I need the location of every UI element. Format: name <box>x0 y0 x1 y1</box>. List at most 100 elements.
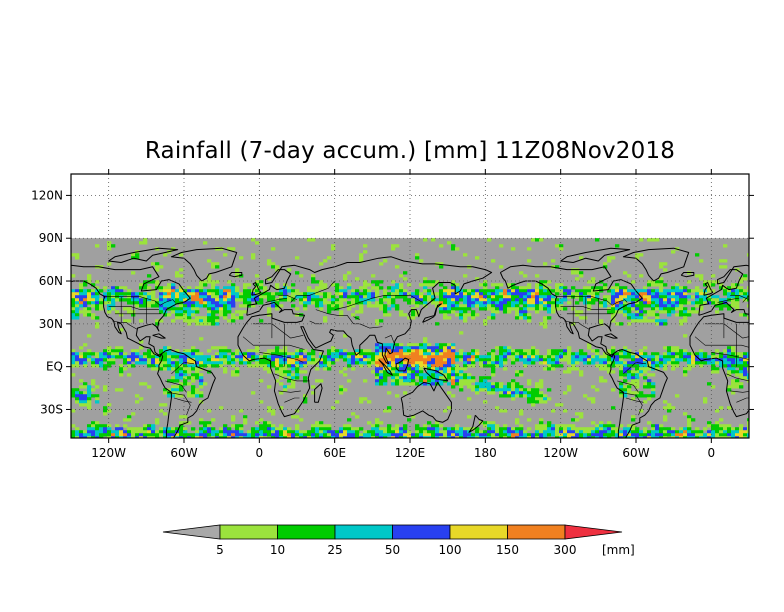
rain-cell <box>407 418 412 422</box>
rain-cell <box>483 319 488 323</box>
rain-cell <box>611 310 616 314</box>
rain-cell <box>547 433 552 437</box>
rain-cell <box>223 436 228 438</box>
rain-cell <box>467 385 472 389</box>
rain-cell <box>527 379 532 383</box>
rain-cell <box>523 307 528 311</box>
rain-cell <box>419 379 424 383</box>
rain-cell <box>107 409 112 413</box>
rain-cell <box>275 367 280 371</box>
rain-cell <box>463 355 468 359</box>
rain-cell <box>511 385 516 389</box>
y-tick-label: EQ <box>46 360 63 374</box>
rain-cell <box>615 298 620 302</box>
rain-cell <box>555 430 560 434</box>
rain-cell <box>539 385 544 389</box>
rain-cell <box>719 361 724 365</box>
rain-cell <box>695 292 700 296</box>
rain-cell <box>315 358 320 362</box>
rain-cell <box>451 385 456 389</box>
rain-cell <box>563 424 568 428</box>
rain-cell <box>119 373 124 377</box>
rain-cell <box>515 313 520 317</box>
rain-cell <box>407 370 412 374</box>
rain-cell <box>739 280 744 284</box>
rain-cell <box>419 376 424 380</box>
rain-cell <box>447 241 452 245</box>
rain-cell <box>459 313 464 317</box>
rain-cell <box>627 391 632 395</box>
rain-cell <box>191 367 196 371</box>
rain-cell <box>683 319 688 323</box>
rain-cell <box>651 301 656 305</box>
rain-cell <box>295 271 300 275</box>
rain-cell <box>471 427 476 431</box>
rain-cell <box>671 406 676 410</box>
rain-cell <box>127 418 132 422</box>
rain-cell <box>87 427 92 431</box>
rain-cell <box>395 373 400 377</box>
rain-cell <box>451 310 456 314</box>
rain-cell <box>91 364 96 368</box>
rain-cell <box>383 361 388 365</box>
rain-cell <box>291 304 296 308</box>
rain-cell <box>199 430 204 434</box>
rain-cell <box>183 415 188 419</box>
rain-cell <box>199 433 204 437</box>
rain-cell <box>659 298 664 302</box>
rain-cell <box>715 301 720 305</box>
rain-cell <box>343 295 348 299</box>
rain-cell <box>271 292 276 296</box>
rain-cell <box>575 433 580 437</box>
rain-cell <box>123 424 128 428</box>
rain-cell <box>515 430 520 434</box>
rain-cell <box>191 379 196 383</box>
rain-cell <box>423 295 428 299</box>
rain-cell <box>171 283 176 287</box>
rain-cell <box>571 424 576 428</box>
rain-cell <box>95 364 100 368</box>
rain-cell <box>627 385 632 389</box>
rain-cell <box>451 349 456 353</box>
rain-cell <box>139 283 144 287</box>
rain-cell <box>119 328 124 332</box>
rain-cell <box>531 349 536 353</box>
rain-cell <box>223 346 228 350</box>
rain-cell <box>179 430 184 434</box>
rain-cell <box>319 421 324 425</box>
rain-cell <box>659 283 664 287</box>
rain-cell <box>123 307 128 311</box>
rain-cell <box>487 292 492 296</box>
rain-cell <box>475 289 480 293</box>
rain-cell <box>587 304 592 308</box>
rain-cell <box>675 298 680 302</box>
rain-cell <box>179 388 184 392</box>
rain-cell <box>251 352 256 356</box>
rain-cell <box>747 427 749 431</box>
rain-cell <box>355 358 360 362</box>
rain-cell <box>223 370 228 374</box>
rain-cell <box>519 295 524 299</box>
rain-cell <box>651 388 656 392</box>
rain-cell <box>211 313 216 317</box>
rain-cell <box>231 247 236 251</box>
rain-cell <box>459 352 464 356</box>
rain-cell <box>263 427 268 431</box>
rain-cell <box>307 355 312 359</box>
country-border <box>694 336 749 348</box>
rain-cell <box>415 376 420 380</box>
rain-cell <box>423 361 428 365</box>
rain-cell <box>387 409 392 413</box>
rain-cell <box>719 265 724 269</box>
rain-cell <box>463 379 468 383</box>
rain-cell <box>303 358 308 362</box>
rain-cell <box>291 283 296 287</box>
rain-cell <box>671 310 676 314</box>
rain-cell <box>639 301 644 305</box>
rain-cell <box>71 355 76 359</box>
rain-cell <box>523 361 528 365</box>
rain-cell <box>431 367 436 371</box>
rain-cell <box>443 427 448 431</box>
rain-cell <box>99 433 104 437</box>
rain-cell <box>183 307 188 311</box>
